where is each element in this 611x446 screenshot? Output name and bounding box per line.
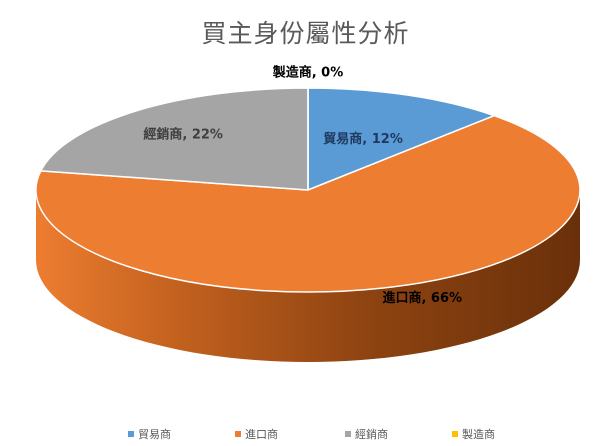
legend-label: 貿易商 xyxy=(138,428,171,441)
legend-item-importer: 進口商 xyxy=(235,426,278,442)
legend-label: 經銷商 xyxy=(355,428,388,441)
legend-item-manufacturer: 製造商 xyxy=(452,426,495,442)
legend-swatch xyxy=(345,431,351,437)
pie-slice-distributor xyxy=(40,87,309,191)
data-label-importer: 進口商, 66% xyxy=(382,290,462,306)
pie-top-layer xyxy=(35,87,581,293)
legend-swatch xyxy=(452,431,458,437)
pie-slice-trading xyxy=(307,87,495,191)
data-label-trading: 貿易商, 12% xyxy=(323,131,403,147)
chart-title: 買主身份屬性分析 xyxy=(201,19,410,48)
legend-swatch xyxy=(128,431,134,437)
data-label-layer: 貿易商, 12% 進口商, 66% 經銷商, 22% 製造商, 0% xyxy=(143,65,462,307)
legend-item-trading: 貿易商 xyxy=(128,426,171,442)
data-label-distributor: 經銷商, 22% xyxy=(143,126,223,142)
pie-side-importer xyxy=(36,190,580,362)
legend-swatch xyxy=(235,431,241,437)
data-label-manufacturer: 製造商, 0% xyxy=(272,65,344,81)
pie-side-layer xyxy=(36,190,580,362)
legend-item-distributor: 經銷商 xyxy=(345,426,388,442)
legend-label: 進口商 xyxy=(245,428,278,441)
chart-legend: 貿易商 進口商 經銷商 製造商 xyxy=(0,424,611,442)
legend-label: 製造商 xyxy=(462,428,495,441)
pie-slice-importer xyxy=(35,114,581,293)
